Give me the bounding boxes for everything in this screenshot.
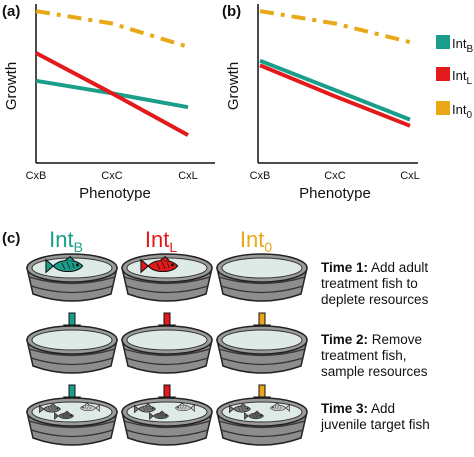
tank-icon [216,325,308,374]
tank-icon [121,325,213,374]
legend-label: IntB [452,36,473,55]
chart-b-xlabel: Phenotype [299,185,371,202]
tank-icon [216,397,308,446]
legend: IntB IntL Int0 [436,35,473,121]
fish-icon [134,403,156,414]
chart-a-series-int-0 [35,9,189,49]
panel-label-c: (c) [2,230,20,247]
chart-a: Growth Phenotype CxB CxC CxL [3,4,215,202]
tank-icon [216,253,308,302]
tank-icon [26,397,118,446]
fish-icon [149,410,170,420]
time-2-caption-line: treatment fish, [321,348,407,363]
tank-icon [121,397,213,446]
chart-a-tick-label: CxL [178,170,198,182]
chart-a-series-int-l [35,51,189,137]
time-3-caption-line: Time 3: Add [321,401,395,416]
time-1-caption-line: Time 1: Add adult [321,260,428,275]
chart-a-xlabel: Phenotype [79,185,151,202]
legend-swatch [436,35,450,49]
time-2-caption-line: sample resources [321,364,428,379]
legend-swatch [436,101,450,115]
time-1-caption-line: treatment fish to [321,276,418,291]
chart-b-series-int-b [259,58,411,122]
tank-icon [26,253,118,302]
fish-icon [174,402,195,412]
column-header-int-l: IntL [145,227,177,255]
time-3-caption-line: juvenile target fish [320,417,430,432]
fish-icon [269,402,290,412]
chart-b-tick-label: CxL [400,170,420,182]
fish-icon [54,410,75,420]
tank-icon [26,325,118,374]
fish-icon [45,255,84,274]
chart-b-series-int-0 [259,9,411,45]
legend-swatch [436,67,450,81]
chart-b-series-int-l [259,63,411,128]
chart-a-tick-label: CxB [26,170,47,182]
legend-label: Int0 [452,102,472,121]
chart-b: Growth Phenotype CxB CxC CxL [225,4,420,202]
fish-icon [79,402,100,412]
legend-label: IntL [452,68,472,87]
column-header-int-0: Int0 [240,227,272,255]
time-2-caption-line: Time 2: Remove [321,332,422,347]
panel-label-a: (a) [2,3,20,20]
chart-b-tick-label: CxC [324,170,345,182]
chart-a-tick-label: CxC [101,170,122,182]
chart-a-ylabel: Growth [3,62,20,110]
fish-icon [229,403,251,414]
time-1-caption-line: deplete resources [321,292,429,307]
chart-b-tick-label: CxB [250,170,271,182]
panel-label-b: (b) [222,3,241,20]
fish-icon [244,410,265,420]
tank-icon [121,253,213,302]
chart-b-ylabel: Growth [225,62,242,110]
column-header-int-b: IntB [49,227,83,255]
fish-icon [140,255,179,274]
fish-icon [39,403,61,414]
